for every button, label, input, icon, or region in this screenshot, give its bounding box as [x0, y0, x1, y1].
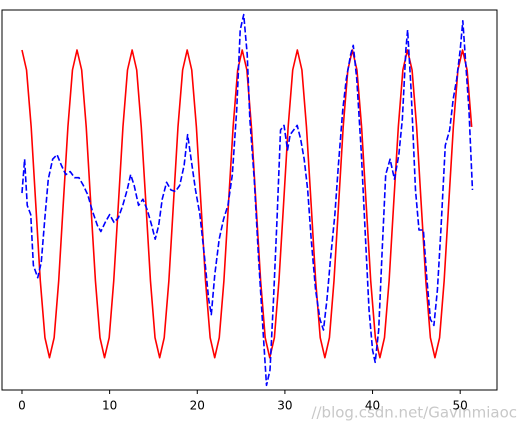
x-tick-label: 30: [277, 399, 292, 413]
series-line: [21, 49, 473, 359]
x-tick-label: 10: [102, 399, 117, 413]
x-tick-label: 0: [18, 399, 26, 413]
series-line: [21, 13, 474, 387]
watermark: //blog.csdn.net/Gavinmiaoc: [311, 404, 517, 422]
plot-area: [21, 13, 474, 387]
x-tick-label: 20: [190, 399, 205, 413]
x-tick-label: 40: [365, 399, 380, 413]
axes-frame: [1, 9, 498, 391]
x-tick-label: 50: [453, 399, 468, 413]
